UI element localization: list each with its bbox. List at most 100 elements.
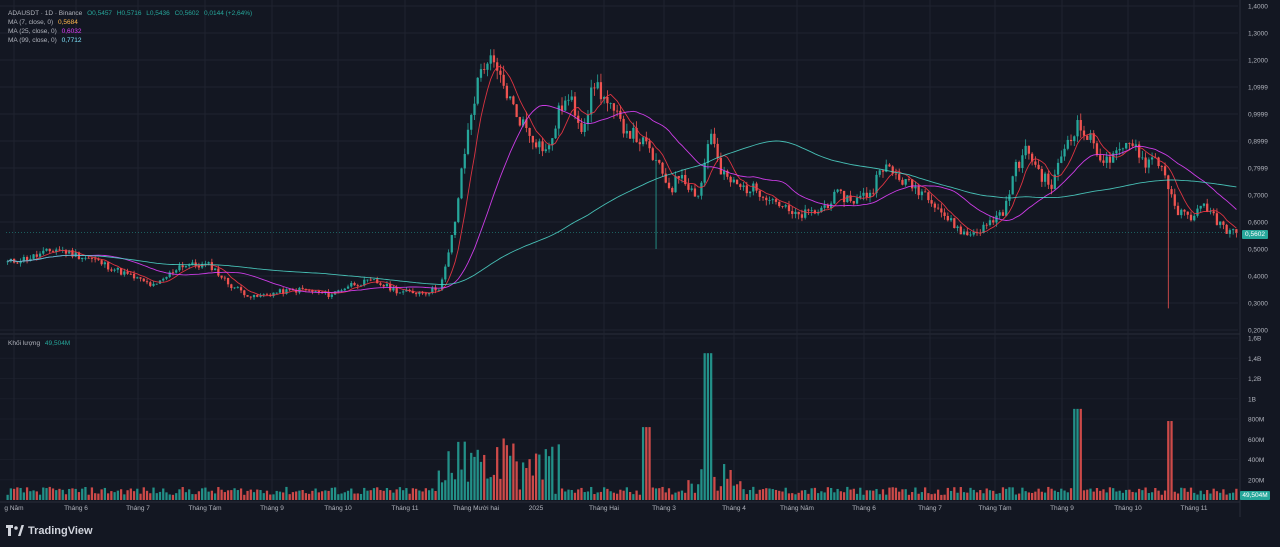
candle-body [700,182,703,196]
candle-body [16,262,19,264]
candle-body [191,262,194,266]
volume-bar [32,490,35,500]
volume-bar [363,487,366,500]
ma25-row[interactable]: MA (25, close, 0) 0,6032 [8,27,252,36]
volume-bar [171,494,175,500]
volume-bar [1076,408,1079,500]
volume-bar [191,494,194,500]
volume-bar [590,486,593,500]
candle-body [233,287,236,289]
candle-body [531,135,534,143]
candle-body [1160,166,1163,167]
candle-body [162,278,165,281]
volume-bar [385,487,389,500]
volume-legend[interactable]: Khối lượng 49,504M [8,340,70,347]
candle-body [1108,156,1112,163]
candle-body [372,279,376,281]
volume-bar [693,492,697,500]
time-axis-label: Tháng Hai [589,505,619,512]
volume-bar [25,487,29,500]
volume-bar [337,494,340,500]
volume-bar [641,427,645,500]
volume-bar [1056,491,1060,500]
candle-body [580,122,583,132]
volume-bar [68,488,71,500]
volume-bar [1134,492,1138,500]
candle-body [139,277,142,279]
volume-bar [1082,490,1086,500]
last-volume-tag: 49,504M [1240,491,1270,500]
candle-body [716,143,719,159]
volume-bar [748,489,752,500]
candle-body [865,192,868,198]
candle-body [259,295,262,297]
volume-bar [1005,488,1008,500]
candle-body [126,271,129,274]
candle-body [437,289,440,291]
candle-body [1232,229,1235,231]
volume-bar [687,480,690,500]
candle-body [382,284,385,287]
volume-bar [6,494,9,500]
volume-bar [1073,408,1076,500]
volume-bar [1196,494,1199,500]
volume-bar [677,491,680,500]
volume-bar [262,493,265,500]
candle-body [1089,133,1092,140]
volume-bar [907,494,911,500]
candle-body [969,234,972,236]
volume-bar [353,493,356,500]
volume-bar [463,441,466,500]
candle-body [1219,221,1222,225]
volume-bar [1079,408,1082,500]
ma99-row[interactable]: MA (99, close, 0) 0,7712 [8,36,252,45]
volume-bar [1011,487,1014,500]
candle-body [515,104,518,118]
candle-body [110,269,113,271]
candle-body [966,231,969,236]
volume-bar [1193,492,1196,500]
candle-body [1076,120,1079,137]
candle-body [1079,120,1082,131]
volume-bar [217,487,220,500]
volume-bar [61,489,64,500]
candle-body [761,196,765,198]
tradingview-logo[interactable]: TradingView [6,525,93,537]
volume-bar [1222,489,1225,500]
ma7-row[interactable]: MA (7, close, 0) 0,5684 [8,18,252,27]
candle-body [1011,176,1014,195]
ma25-line [7,104,1237,294]
candle-body [1212,211,1215,214]
candle-body [706,144,710,163]
volume-bar [87,494,90,500]
candle-body [859,195,862,198]
candle-body [1102,160,1105,163]
volume-bar [1141,490,1144,500]
candle-body [265,294,269,296]
volume-bar [664,492,667,500]
price-tick-label: 0,3000 [1248,301,1268,308]
volume-bar [946,487,949,500]
candle-body [1147,159,1150,168]
volume-bar [1206,490,1209,500]
candle-body [645,137,648,142]
candle-body [363,279,366,286]
time-axis-label: Tháng 7 [918,505,942,512]
candle-body [632,127,635,139]
candle-body [914,186,917,189]
candle-body [946,215,949,221]
candle-body [278,289,282,293]
candle-body [424,293,427,295]
candle-body [518,117,522,126]
volume-bar [560,488,564,500]
volume-bar [12,488,16,500]
volume-bar [1154,487,1157,500]
candle-body [612,103,616,111]
candle-body [1176,205,1180,216]
candle-body [962,231,966,235]
candle-body [1086,135,1089,140]
volume-bar [71,488,74,500]
candle-body [933,203,936,208]
